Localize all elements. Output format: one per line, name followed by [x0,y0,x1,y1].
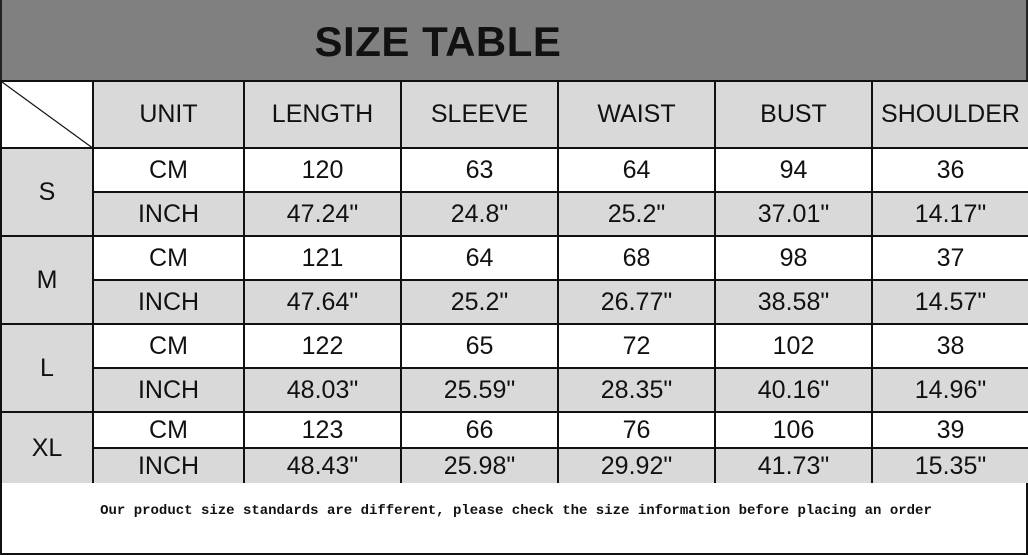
value-cell: 123 [243,411,402,449]
value-cell: 24.8" [400,191,559,237]
value-cell: 94 [714,147,873,193]
column-header: WAIST [557,80,716,149]
value-cell: 40.16" [714,367,873,413]
value-cell: 25.2" [400,279,559,325]
table-row: INCH 47.64" 25.2" 26.77" 38.58" 14.57" [1,279,1028,325]
value-cell: 48.03" [243,367,402,413]
value-cell: 26.77" [557,279,716,325]
value-cell: 102 [714,323,873,369]
unit-cell: INCH [92,191,245,237]
value-cell: 37 [871,235,1028,281]
footer: Our product size standards are different… [0,483,1028,555]
size-note: Our product size standards are different… [100,503,932,519]
value-cell: 29.92" [557,447,716,485]
table-row: INCH 47.24" 24.8" 25.2" 37.01" 14.17" [1,191,1028,237]
value-cell: 122 [243,323,402,369]
size-label: L [0,323,94,413]
size-label: XL [0,411,94,485]
value-cell: 25.98" [400,447,559,485]
table-row: INCH 48.43" 25.98" 29.92" 41.73" 15.35" [1,447,1028,485]
value-cell: 28.35" [557,367,716,413]
value-cell: 37.01" [714,191,873,237]
value-cell: 14.57" [871,279,1028,325]
column-header: SLEEVE [400,80,559,149]
value-cell: 65 [400,323,559,369]
size-label: M [0,235,94,325]
value-cell: 48.43" [243,447,402,485]
table-row: XL CM 123 66 76 106 39 [0,411,1028,485]
value-cell: 38.58" [714,279,873,325]
unit-cell: INCH [92,367,245,413]
unit-cell: CM [92,411,245,449]
column-header: UNIT [92,80,245,149]
column-header: LENGTH [243,80,402,149]
value-cell: 25.59" [400,367,559,413]
value-cell: 106 [714,411,873,449]
unit-cell: CM [92,235,245,281]
value-cell: 39 [871,411,1028,449]
value-cell: 14.96" [871,367,1028,413]
unit-cell: CM [92,147,245,193]
column-header: BUST [714,80,873,149]
value-cell: 25.2" [557,191,716,237]
value-cell: 120 [243,147,402,193]
table-row: S CM 120 63 64 94 36 [0,147,1028,237]
table-row: M CM 121 64 68 98 37 [0,235,1028,325]
unit-cell: INCH [92,279,245,325]
header-row: UNIT LENGTH SLEEVE WAIST BUST SHOULDER [0,80,1028,149]
value-cell: 36 [871,147,1028,193]
title-bar: SIZE TABLE [0,0,1028,80]
unit-cell: INCH [92,447,245,485]
page-title: SIZE TABLE [314,18,562,65]
value-cell: 47.24" [243,191,402,237]
value-cell: 66 [400,411,559,449]
value-cell: 14.17" [871,191,1028,237]
unit-cell: CM [92,323,245,369]
value-cell: 47.64" [243,279,402,325]
value-cell: 76 [557,411,716,449]
value-cell: 64 [400,235,559,281]
value-cell: 68 [557,235,716,281]
value-cell: 38 [871,323,1028,369]
value-cell: 72 [557,323,716,369]
size-table: UNIT LENGTH SLEEVE WAIST BUST SHOULDER S CM 120 6… [0,80,1028,485]
corner-cell [0,80,94,149]
size-label: S [0,147,94,237]
value-cell: 98 [714,235,873,281]
value-cell: 15.35" [871,447,1028,485]
value-cell: 41.73" [714,447,873,485]
table-row: L CM 122 65 72 102 38 [0,323,1028,413]
value-cell: 64 [557,147,716,193]
diagonal-line [2,82,94,149]
column-header: SHOULDER [871,80,1028,149]
value-cell: 63 [400,147,559,193]
table-row: INCH 48.03" 25.59" 28.35" 40.16" 14.96" [1,367,1028,413]
value-cell: 121 [243,235,402,281]
